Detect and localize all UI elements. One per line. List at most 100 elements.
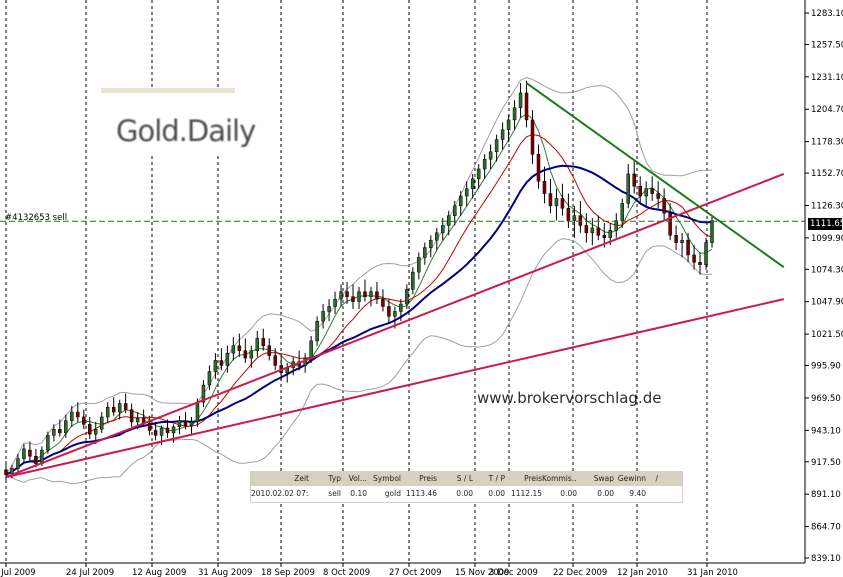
candle-body xyxy=(345,291,349,297)
x-axis-ticks: 6 Jul 2009 24 Jul 2009 12 Aug 2009 31 Aug 2… xyxy=(0,563,738,577)
candle-body xyxy=(273,355,277,366)
candle-body xyxy=(189,421,194,426)
lower-band xyxy=(5,238,713,485)
candle-body xyxy=(153,430,158,436)
candle-body xyxy=(596,227,601,236)
candle-body xyxy=(668,212,672,236)
x-tick-label: 18 Sep 2009 xyxy=(261,568,315,577)
candle-body xyxy=(566,208,571,221)
trade-panel[interactable]: Zeit Typ Vol... Symbol Preis S / L T / P… xyxy=(250,471,683,504)
candle-body xyxy=(105,406,110,418)
header-symbol: Symbol xyxy=(373,474,401,483)
header-swap: Swap xyxy=(593,474,614,483)
y-axis-ticks: 1283.10 1257.50 1231.10 1204.70 1178.30 1152.… xyxy=(805,9,843,564)
candle-body xyxy=(512,107,517,121)
candle-body xyxy=(698,262,702,266)
candle-body xyxy=(488,151,493,160)
trend-line-lower-support[interactable] xyxy=(5,298,785,479)
cell-swap: 0.00 xyxy=(597,489,614,498)
candle-body xyxy=(578,215,583,226)
candle-body xyxy=(231,345,236,354)
y-tick-label: 1047.90 xyxy=(811,298,843,308)
header-tp: T / P xyxy=(488,474,505,483)
candle-body xyxy=(452,205,457,216)
candle-body xyxy=(584,225,589,234)
candle-body xyxy=(518,92,523,108)
candle-body xyxy=(243,350,248,359)
trade-row[interactable]: 2010.02.02 07:51 sell 0.10 gold 1113.46 … xyxy=(250,486,683,503)
candle-body xyxy=(548,193,553,207)
candle-body xyxy=(237,345,242,351)
y-tick-label: 864.70 xyxy=(811,523,841,533)
candle-body xyxy=(261,338,266,347)
candle-body xyxy=(590,227,595,234)
x-tick-label: 22 Dec 2009 xyxy=(553,568,607,577)
candle-body xyxy=(321,311,325,322)
candle-body xyxy=(375,291,379,300)
header-zeit: Zeit xyxy=(294,474,309,483)
candle-body xyxy=(357,291,361,302)
y-tick-label: 1204.70 xyxy=(811,105,843,115)
cell-typ: sell xyxy=(328,489,341,498)
candle-body xyxy=(411,271,415,290)
y-tick-label: 1283.10 xyxy=(811,9,843,19)
x-tick-label: 31 Aug 2009 xyxy=(198,568,252,577)
current-price-tag: 1111.65 xyxy=(808,218,843,230)
candle-body xyxy=(183,420,188,426)
cell-volume: 0.10 xyxy=(350,489,367,498)
candle-body xyxy=(123,403,128,410)
candle-body xyxy=(572,215,577,221)
x-tick-label: 6 Jul 2009 xyxy=(0,568,36,577)
candle-body xyxy=(686,239,690,256)
x-tick-label: 27 Oct 2009 xyxy=(389,568,442,577)
candle-body xyxy=(99,416,104,430)
y-tick-label: 1074.30 xyxy=(811,265,843,275)
candle-body xyxy=(429,239,433,248)
trend-line-upper-support[interactable] xyxy=(5,172,785,479)
candle-body xyxy=(201,384,206,403)
candle-body xyxy=(219,360,224,366)
header-slash: / xyxy=(655,474,658,483)
candle-body xyxy=(542,181,547,194)
candle-body xyxy=(351,296,355,302)
trend-lines[interactable] xyxy=(5,82,785,479)
candle-body xyxy=(213,360,218,372)
watermark-url: www.brokervorschlag.de xyxy=(477,389,662,407)
candle-body xyxy=(446,215,451,226)
x-tick-label: 8 Oct 2009 xyxy=(323,568,370,577)
y-tick-label: 891.10 xyxy=(811,490,841,500)
y-tick-label: 839.10 xyxy=(811,554,841,564)
y-tick-label: 917.50 xyxy=(811,458,841,468)
x-tick-label: 12 Jan 2010 xyxy=(617,568,668,577)
candle-body xyxy=(650,188,654,194)
candle-body xyxy=(620,203,625,221)
candle-body xyxy=(165,427,170,434)
candle-body xyxy=(10,468,14,474)
candle-body xyxy=(117,403,122,413)
candle-body xyxy=(644,188,648,197)
y-tick-label: 943.10 xyxy=(811,426,841,436)
candle-body xyxy=(309,340,313,359)
upper-band xyxy=(5,76,713,475)
candle-body xyxy=(82,416,86,425)
x-tick-label: 3 Dec 2009 xyxy=(489,568,538,577)
candle-body xyxy=(530,119,535,155)
candle-body xyxy=(626,173,630,204)
candle-body xyxy=(632,173,636,187)
order-line-label: #4132653 sell xyxy=(5,213,68,223)
candle-body xyxy=(476,168,481,180)
cell-preis-current: 1112.15 xyxy=(510,489,542,498)
candle-body xyxy=(177,420,182,428)
trend-line-resistance[interactable] xyxy=(525,82,785,269)
symbol-title: Gold.Daily xyxy=(116,114,256,148)
candle-body xyxy=(656,193,660,199)
candle-body xyxy=(70,411,74,421)
candle-body xyxy=(249,350,254,359)
candle-body xyxy=(207,371,212,386)
candle-body xyxy=(195,401,200,423)
candle-body xyxy=(40,449,44,464)
header-preis: Preis xyxy=(419,474,437,483)
candle-body xyxy=(554,198,559,207)
candle-body xyxy=(692,254,696,263)
